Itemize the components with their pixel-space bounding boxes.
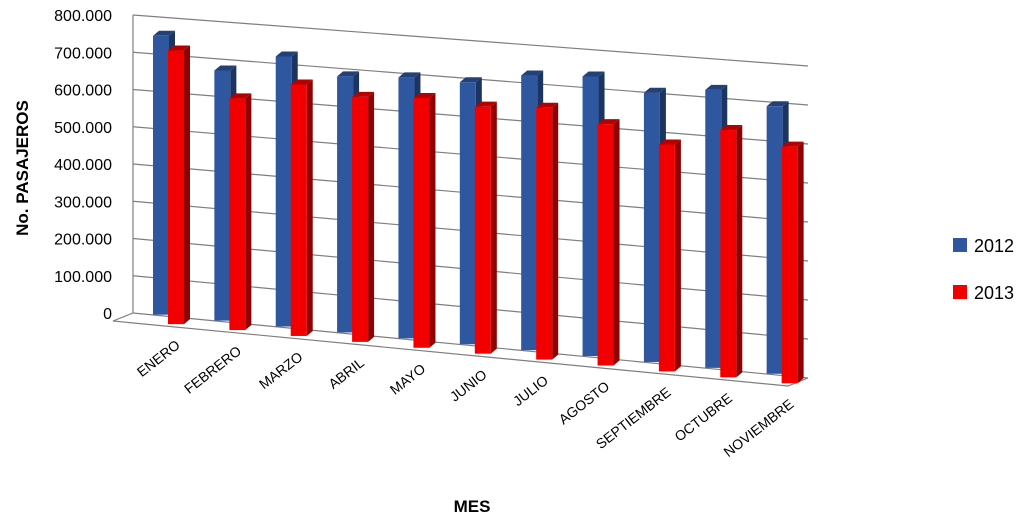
y-tick-label: 0 xyxy=(103,306,112,323)
bars xyxy=(153,31,804,383)
y-tick-label: 800.000 xyxy=(54,8,112,25)
bar-2013-septiembre xyxy=(659,139,681,371)
x-tick-label-agosto: AGOSTO xyxy=(556,378,613,427)
bar-2013-abril xyxy=(352,92,374,342)
y-tick-labels: 0 100.000 200.000 300.000 400.000 500.000 600.… xyxy=(54,8,112,323)
x-tick-label-marzo: MARZO xyxy=(256,348,306,392)
y-tick-label: 500.000 xyxy=(54,120,112,137)
bar-2013-mayo xyxy=(413,93,435,348)
x-tick-label-octubre: OCTUBRE xyxy=(671,390,735,445)
x-tick-label-noviembre: NOVIEMBRE xyxy=(720,396,796,460)
y-tick-label: 400.000 xyxy=(54,157,112,174)
legend-label-2012: 2012 xyxy=(974,236,1014,256)
x-tick-label-junio: JUNIO xyxy=(447,366,490,405)
y-tick-label: 300.000 xyxy=(54,194,112,211)
bar-2013-enero xyxy=(168,46,190,325)
legend-swatch-2012 xyxy=(953,238,967,252)
legend-label-2013: 2013 xyxy=(974,283,1014,303)
y-tick-label: 100.000 xyxy=(54,269,112,286)
bar-2013-marzo xyxy=(291,80,313,336)
x-tick-label-febrero: FEBRERO xyxy=(181,342,244,396)
legend: 2012 2013 xyxy=(953,236,1014,303)
bar-2013-noviembre xyxy=(782,142,804,384)
bar-2013-junio xyxy=(475,102,497,354)
bar-2013-agosto xyxy=(598,119,620,365)
legend-swatch-2013 xyxy=(953,285,967,299)
y-tick-label: 200.000 xyxy=(54,232,112,249)
bar-2013-febrero xyxy=(229,93,251,330)
bar-2013-julio xyxy=(536,103,558,360)
y-tick-label: 700.000 xyxy=(54,45,112,62)
gridline xyxy=(133,15,808,66)
x-axis-title: MES xyxy=(454,497,491,516)
x-tick-label-enero: ENERO xyxy=(134,337,183,380)
y-tick-label: 600.000 xyxy=(54,83,112,100)
x-tick-label-mayo: MAYO xyxy=(387,360,429,397)
x-tick-label-abril: ABRIL xyxy=(325,354,367,392)
x-tick-label-julio: JULIO xyxy=(510,372,551,409)
bar-2013-octubre xyxy=(720,125,742,377)
y-axis-title: No. PASAJEROS xyxy=(13,100,32,236)
